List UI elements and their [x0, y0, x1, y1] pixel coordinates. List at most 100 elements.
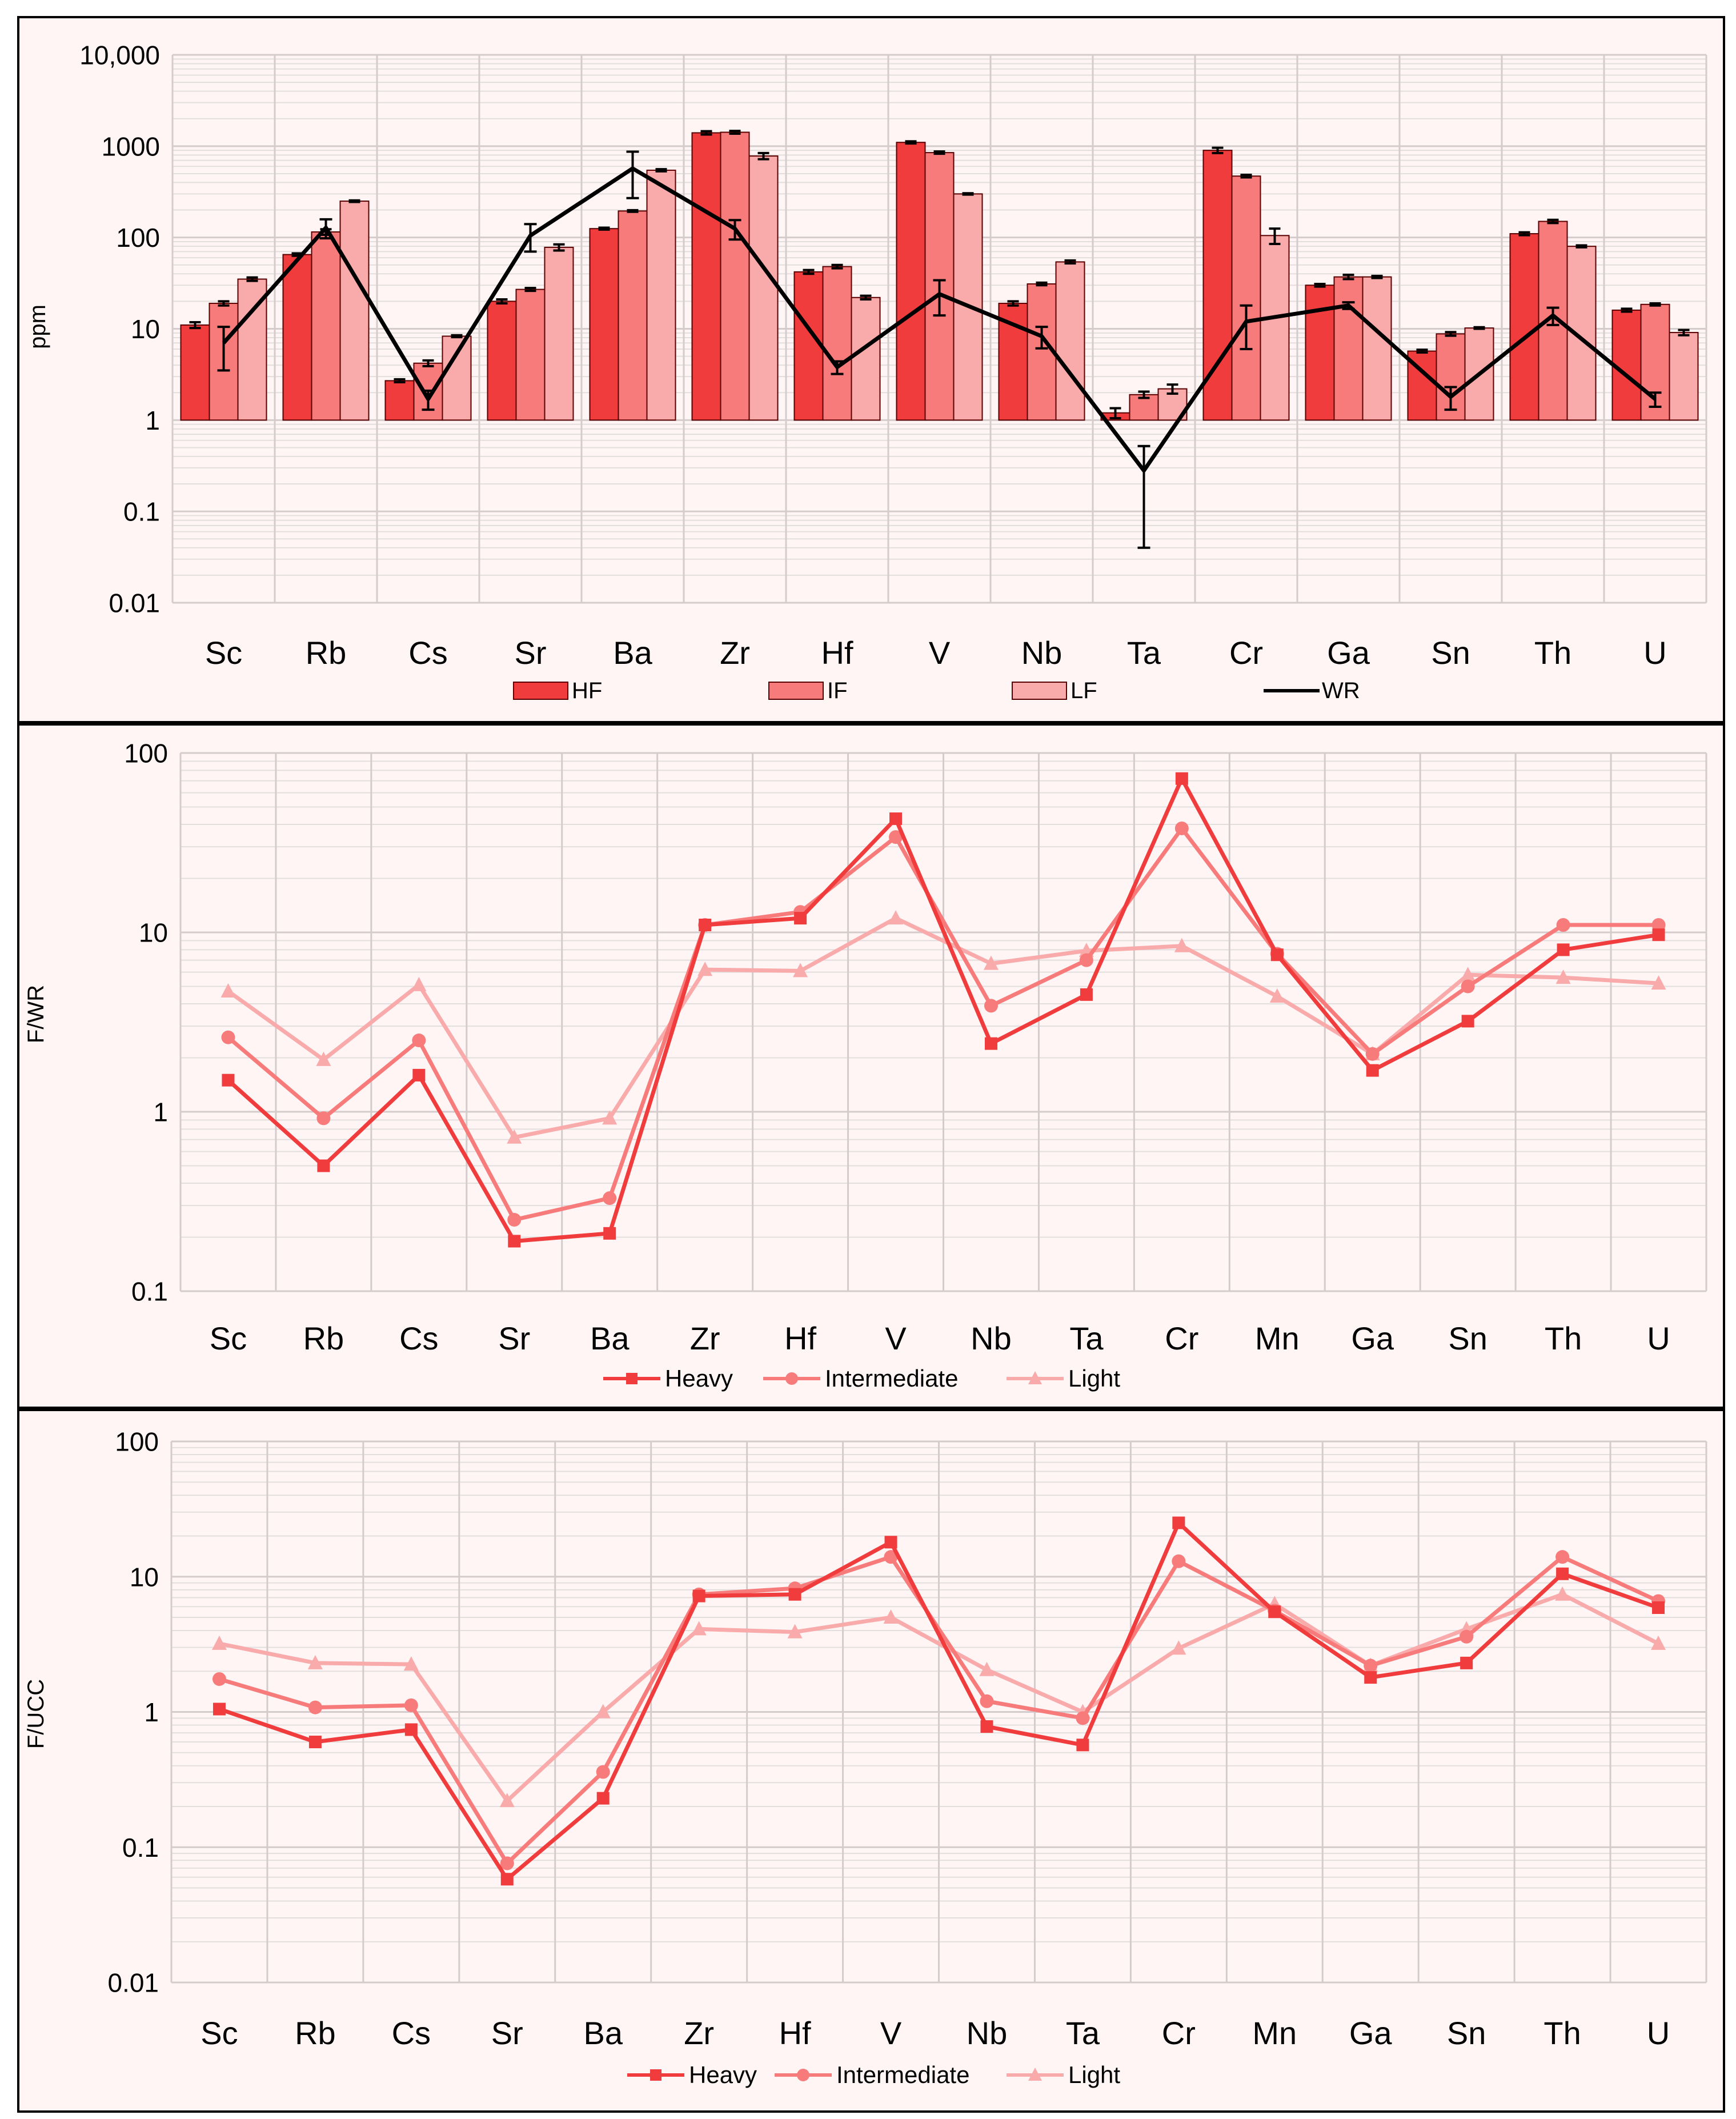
legend-label-light: Light — [1068, 1365, 1120, 1392]
bar-hf-ba — [589, 228, 619, 421]
marker-circle — [1556, 918, 1570, 932]
bar-if-sr — [515, 289, 546, 421]
marker-triangle — [691, 1621, 707, 1636]
x-tick-label-sr: Sr — [515, 635, 547, 671]
y-tick-label: 1 — [153, 1097, 168, 1127]
y-tick-label: 0.01 — [109, 588, 160, 618]
marker-square — [308, 1736, 322, 1749]
marker-square — [1556, 1567, 1569, 1580]
marker-circle — [1651, 918, 1666, 932]
marker-circle — [603, 1191, 617, 1205]
marker-triangle — [1555, 970, 1571, 984]
y-tick-label: 100 — [116, 223, 160, 253]
marker-circle — [1460, 1629, 1474, 1644]
x-tick-label-cs: Cs — [399, 1320, 438, 1356]
bar-hf-rb — [282, 254, 312, 421]
marker-triangle — [602, 1110, 618, 1125]
y-tick-label: 1 — [145, 406, 160, 435]
marker-square — [984, 1037, 997, 1050]
x-tick-label-sn: Sn — [1447, 2015, 1486, 2051]
marker-square — [1080, 988, 1093, 1001]
marker-triangle — [979, 1661, 995, 1676]
bar-if-cr — [1231, 175, 1261, 421]
marker-triangle — [888, 910, 904, 925]
marker-triangle — [1174, 938, 1189, 952]
marker-square — [692, 1589, 705, 1603]
x-tick-label-rb: Rb — [306, 635, 347, 671]
bar-lf-zr — [748, 155, 779, 421]
legend-label-heavy: Heavy — [689, 2061, 757, 2088]
x-tick-label-v: V — [929, 635, 951, 671]
bar-if-rb — [311, 231, 341, 421]
marker-square — [884, 1536, 897, 1549]
bar-lf-ga — [1362, 276, 1392, 421]
marker-circle — [984, 999, 998, 1013]
marker-square — [699, 919, 712, 932]
x-tick-label-zr: Zr — [720, 635, 750, 671]
marker-circle — [500, 1856, 514, 1870]
marker-square — [412, 1068, 426, 1081]
bar-lf-rb — [339, 201, 370, 421]
marker-square — [889, 812, 903, 826]
bar-if-zr — [720, 131, 750, 421]
marker-square — [1175, 772, 1188, 785]
marker-triangle — [883, 1609, 899, 1624]
marker-square — [1652, 928, 1665, 942]
marker-square — [788, 1588, 801, 1601]
marker-triangle — [307, 1655, 323, 1669]
bar-hf-ga — [1305, 285, 1335, 421]
y-tick-label: 0.01 — [107, 1968, 159, 1998]
marker-square — [1557, 943, 1570, 956]
x-tick-label-v: V — [885, 1320, 907, 1356]
x-tick-label-hf: Hf — [779, 2015, 811, 2051]
series-line-heavy — [218, 1521, 1659, 1881]
legend-label-intermediate: Intermediate — [836, 2061, 969, 2088]
marker-square — [603, 1227, 616, 1240]
legend-label-hf: HF — [572, 678, 602, 703]
x-tick-label-ta: Ta — [1127, 635, 1161, 671]
bar-hf-th — [1509, 233, 1539, 421]
marker-circle — [785, 1372, 798, 1385]
marker-circle — [980, 1694, 994, 1708]
series-line-light — [227, 916, 1659, 1140]
y-tick-label: 1000 — [102, 131, 160, 161]
marker-circle — [889, 830, 903, 844]
series-line-light — [219, 1592, 1659, 1803]
bar-hf-sr — [487, 301, 517, 421]
marker-circle — [308, 1700, 322, 1715]
marker-square — [1268, 1605, 1281, 1619]
x-tick-label-th: Th — [1543, 2015, 1581, 2051]
marker-circle — [1364, 1659, 1378, 1673]
chart-panel-f-ucc: 100 10 1 0.1 0.01 F/UCC Sc Rb Cs Sr Ba Zr Hf V Nb Ta Cr M… — [17, 1409, 1725, 2113]
marker-triangle — [1460, 967, 1476, 982]
bar-lf-ba — [646, 169, 676, 421]
marker-circle — [1174, 821, 1189, 835]
bar-hf-v — [896, 142, 926, 421]
marker-circle — [1079, 953, 1093, 967]
bar-if-ba — [618, 210, 648, 421]
marker-square — [1460, 1656, 1473, 1669]
y-axis-label: ppm — [25, 305, 50, 349]
x-tick-label-cr: Cr — [1229, 635, 1263, 671]
x-tick-label-mn: Mn — [1252, 2015, 1297, 2051]
x-tick-label-nb: Nb — [971, 1320, 1012, 1356]
bar-lf-u — [1669, 332, 1699, 421]
marker-square — [317, 1159, 330, 1172]
marker-circle — [212, 1672, 226, 1686]
legend-label-heavy: Heavy — [665, 1365, 733, 1392]
marker-square — [222, 1073, 235, 1087]
bar-if-ga — [1333, 276, 1364, 421]
marker-square — [596, 1792, 610, 1805]
marker-square — [1076, 1739, 1089, 1752]
x-tick-label-ba: Ba — [590, 1320, 630, 1356]
marker-square — [1652, 1601, 1665, 1615]
bar-lf-nb — [1055, 261, 1085, 421]
f-wr-line-chart: 100 10 1 0.1 F/WR Sc Rb Cs Sr Ba Zr Hf V Nb Ta Cr Mn Ga Sn… — [23, 739, 1707, 1392]
bar-hf-sc — [180, 324, 210, 421]
x-tick-label-ga: Ga — [1327, 635, 1370, 671]
legend-label-light: Light — [1068, 2061, 1120, 2088]
marker-square — [650, 2069, 661, 2081]
x-tick-label-sr: Sr — [491, 2015, 523, 2051]
marker-triangle — [787, 1624, 803, 1639]
marker-triangle — [1028, 1371, 1042, 1384]
